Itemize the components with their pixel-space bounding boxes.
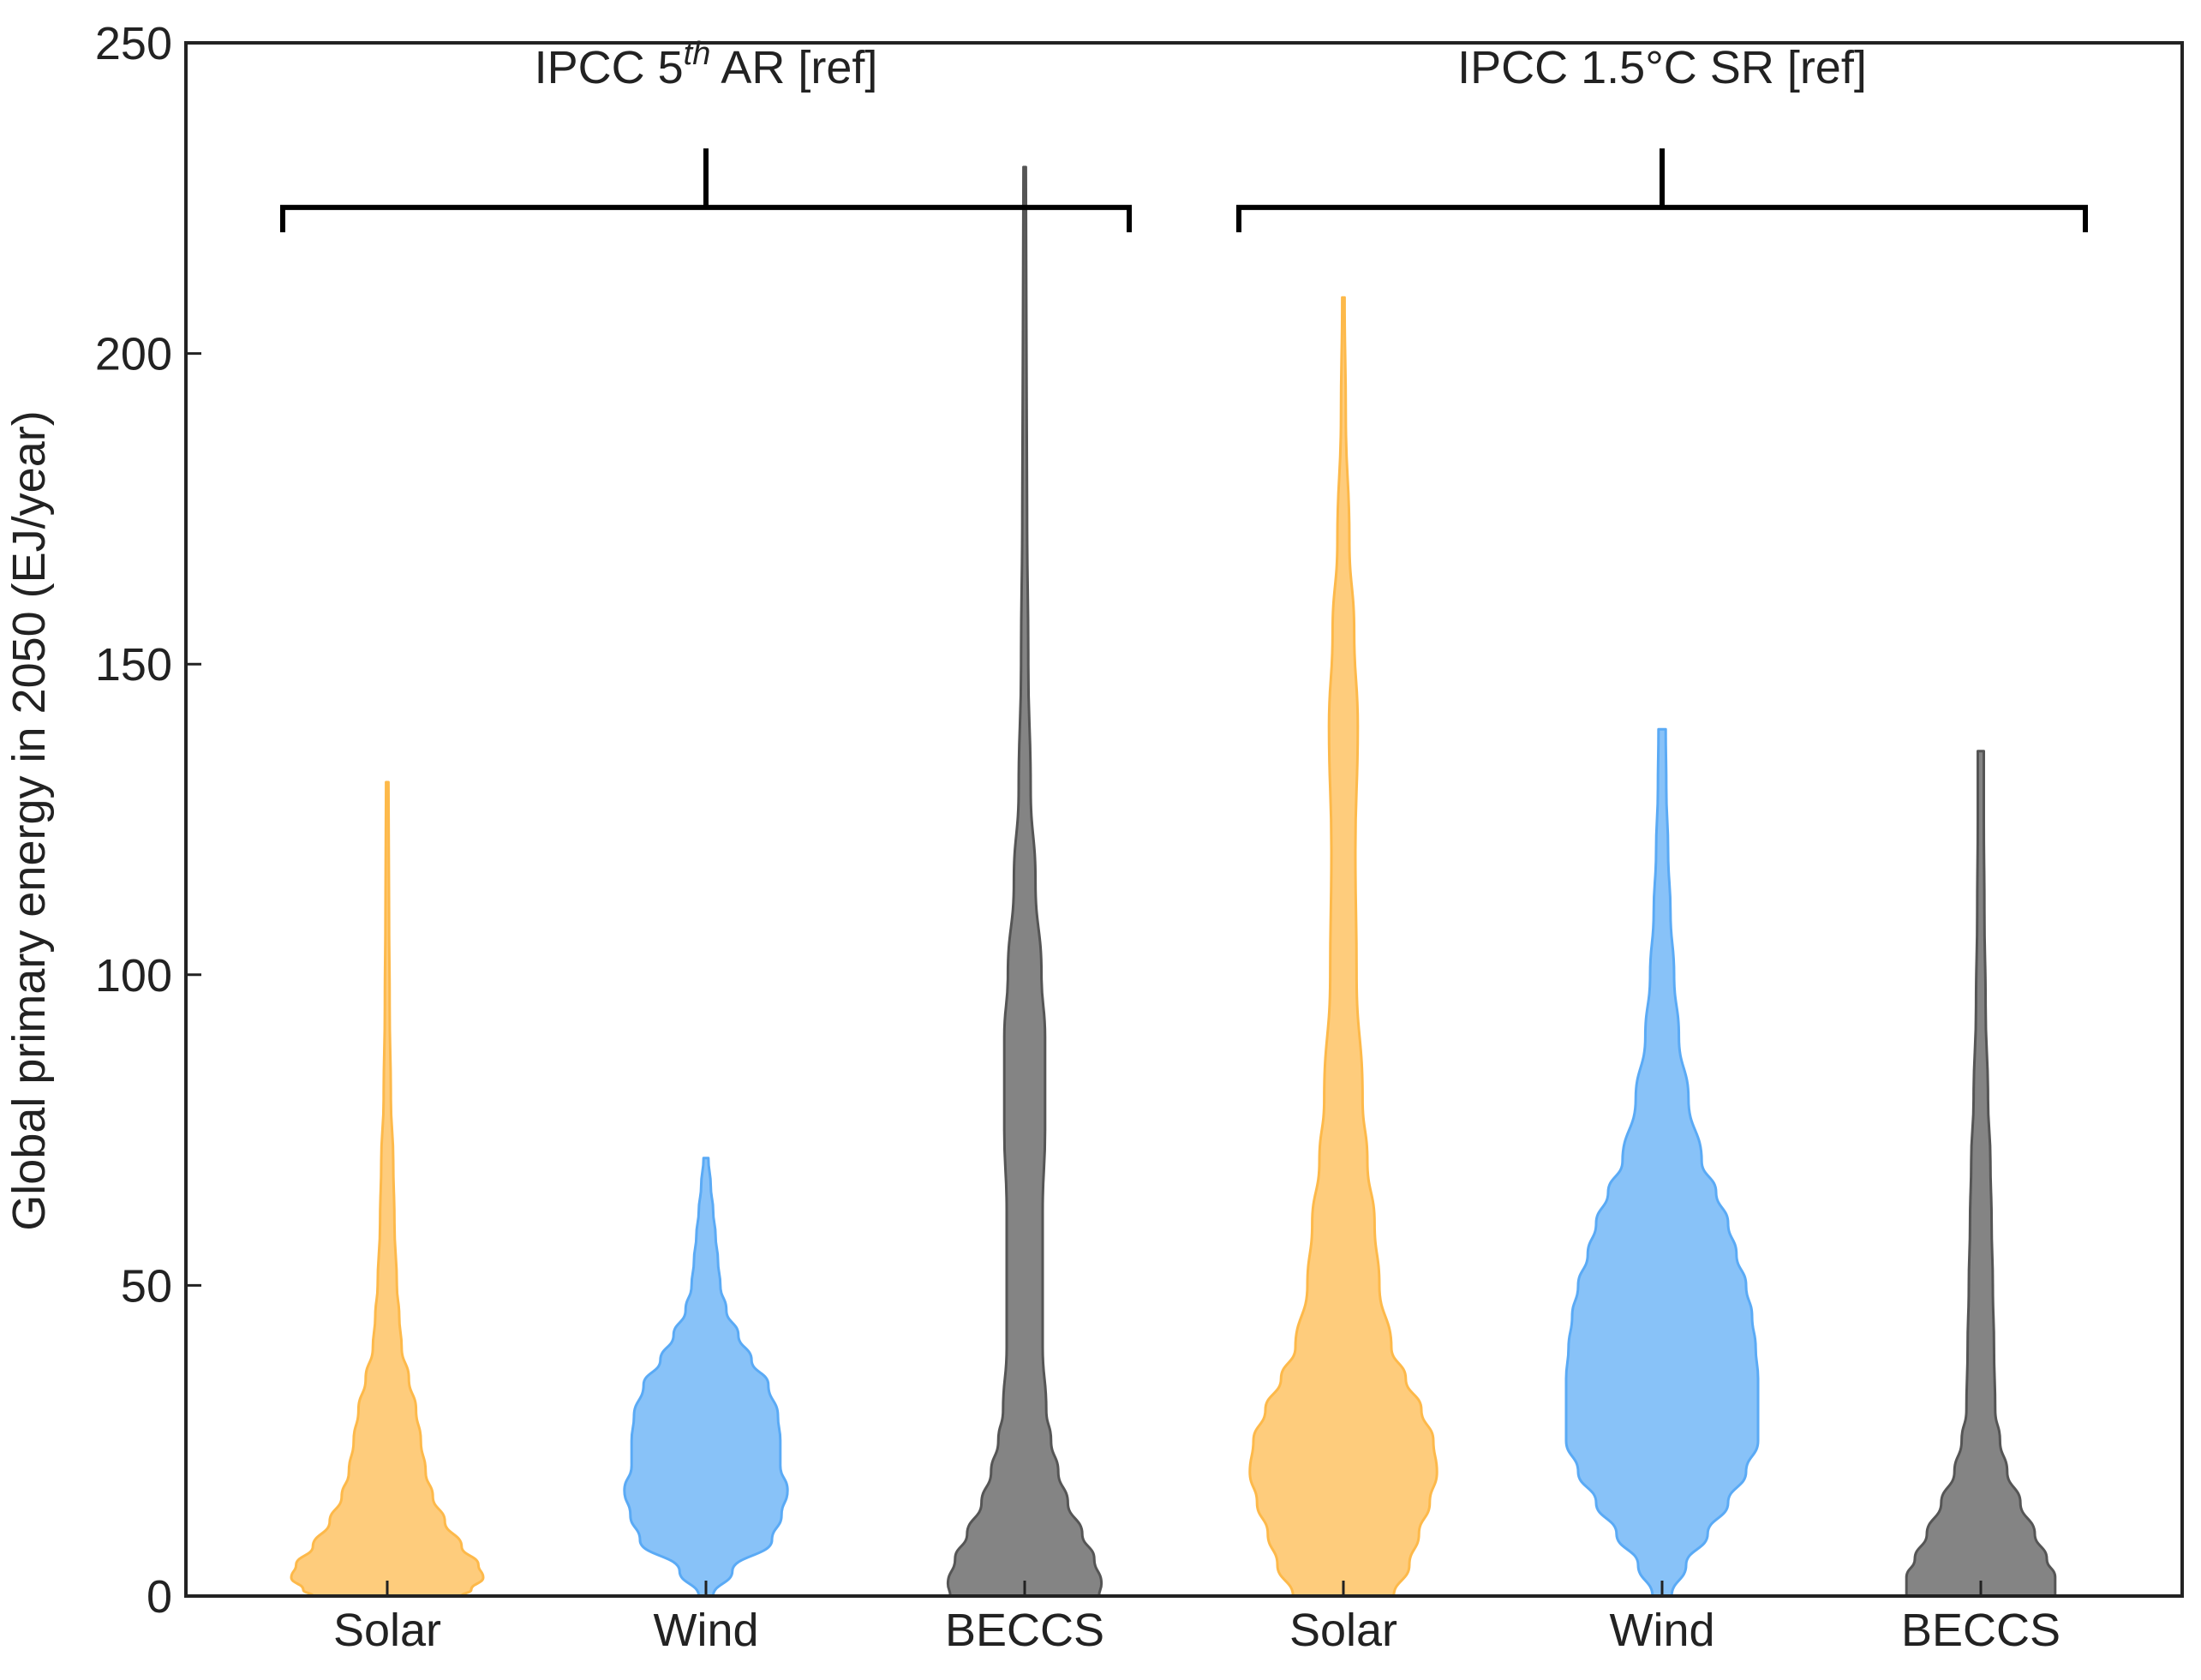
x-tick-label-solar-0: Solar <box>333 1605 441 1656</box>
axes: 0 50 100 150 200 250 Solar Wind BECCS Solar Wind BE… <box>95 18 2184 1656</box>
x-tick-label-beccs-5: BECCS <box>1901 1605 2060 1656</box>
y-tick-label-50: 50 <box>121 1260 172 1312</box>
x-tick-label-solar-3: Solar <box>1289 1605 1397 1656</box>
x-tick-label-wind-4: Wind <box>1609 1605 1714 1656</box>
violin-beccs-2 <box>946 165 1103 1598</box>
y-tick-label-0: 0 <box>147 1571 172 1623</box>
group-label-1: IPCC 1.5°C SR [ref] <box>1457 42 1867 93</box>
y-tick-label-200: 200 <box>95 329 172 380</box>
y-tick-label-150: 150 <box>95 639 172 691</box>
x-tick-label-beccs-2: BECCS <box>945 1605 1104 1656</box>
x-tick-label-wind-1: Wind <box>653 1605 758 1656</box>
group-label-0: IPCC 5th AR [ref] <box>535 36 878 93</box>
violin-solar-0 <box>290 780 485 1598</box>
violin-wind-1 <box>623 1157 789 1598</box>
violin-wind-4 <box>1564 727 1760 1598</box>
plot-frame <box>184 41 2184 1598</box>
violins-layer <box>290 165 2057 1598</box>
y-tick-label-100: 100 <box>95 950 172 1001</box>
violin-solar-3 <box>1248 296 1438 1598</box>
y-axis-label: Global primary energy in 2050 (EJ/year) <box>3 410 55 1230</box>
group-brackets: IPCC 5th AR [ref] IPCC 1.5°C SR [ref] <box>280 36 2088 233</box>
group-bracket-0 <box>280 148 1132 233</box>
y-tick-label-250: 250 <box>95 18 172 69</box>
violin-beccs-5 <box>1905 750 2057 1598</box>
group-bracket-1 <box>1236 148 2088 233</box>
